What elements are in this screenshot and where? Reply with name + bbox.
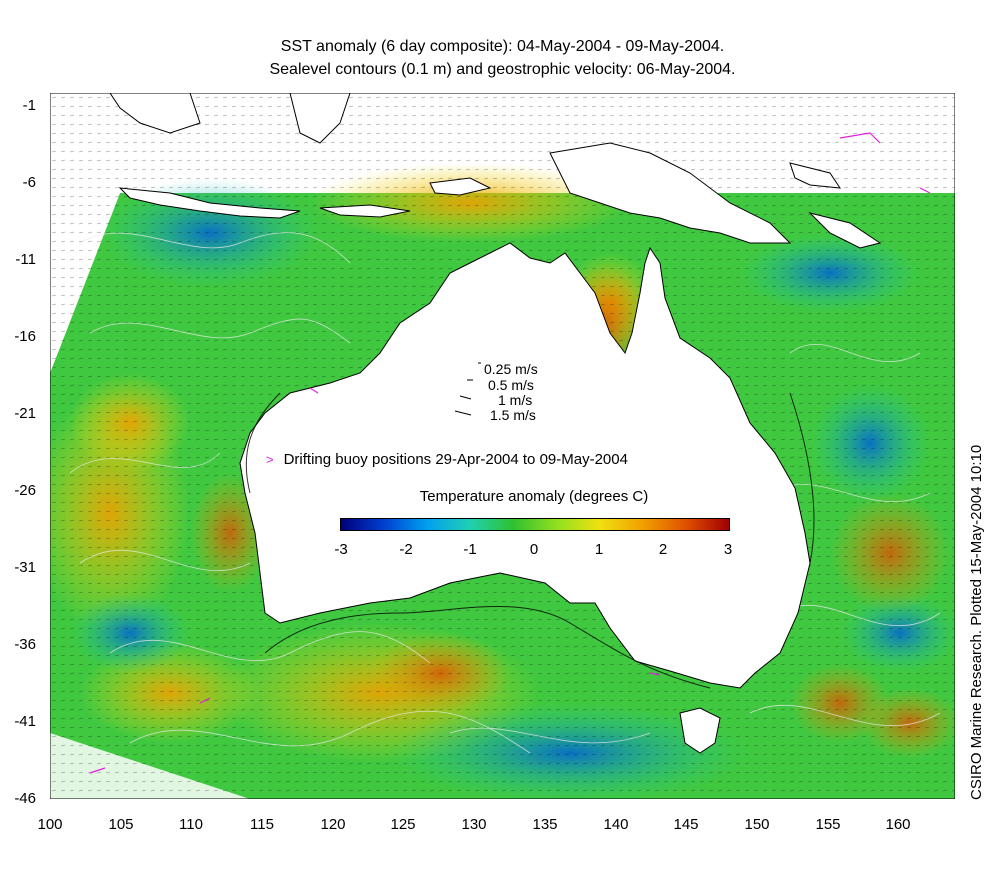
colorbar-tick-label: 0 [529,541,539,558]
colorbar-tick-label: 3 [723,541,733,558]
colorbar [340,518,730,531]
x-tick-label: 120 [320,816,346,833]
buoy-marker-icon: > [266,452,274,467]
sulawesi [289,93,351,144]
x-tick-label: 100 [37,816,63,833]
y-tick-label: -26 [14,482,36,499]
australia-mainland [239,242,811,689]
tasmania [679,707,721,754]
y-tick-label: -16 [14,328,36,345]
x-tick-label: 160 [885,816,911,833]
new-britain [789,162,842,189]
colorbar-title: Temperature anomaly (degrees C) [419,488,649,505]
colorbar-tick-label: -2 [399,541,413,558]
colorbar-tick-label: -3 [334,541,348,558]
sst-anomaly-map [50,93,955,799]
credit-text: CSIRO Marine Research. Plotted 15-May-20… [968,444,985,800]
y-tick-label: -1 [22,97,36,114]
x-tick-label: 110 [179,816,203,833]
x-tick-label: 145 [673,816,699,833]
y-tick-label: -36 [14,636,36,653]
timor [429,177,492,196]
x-tick-label: 135 [532,816,558,833]
buoy-legend: > Drifting buoy positions 29-Apr-2004 to … [266,451,628,468]
x-tick-label: 140 [603,816,629,833]
java [118,187,301,219]
buoy-tracks [89,132,931,774]
x-tick-label: 105 [108,816,134,833]
x-tick-label: 155 [815,816,841,833]
colorbar-tick-label: 1 [594,541,604,558]
velocity-legend-entry: 0.25 m/s [484,361,538,377]
colorbar-tick-label: -1 [463,541,477,558]
land [109,93,882,754]
buoy-legend-label: Drifting buoy positions 29-Apr-2004 to 0… [283,451,628,468]
x-tick-label: 130 [461,816,487,833]
velocity-legend-arrows [454,362,481,416]
lesser-sunda [319,204,411,218]
x-tick-label: 125 [390,816,416,833]
colorbar-tick-label: 2 [658,541,668,558]
sst-field [50,93,955,799]
y-tick-label: -21 [14,405,36,422]
title-line-2: Sealevel contours (0.1 m) and geostrophi… [269,61,736,78]
velocity-legend-entry: 1 m/s [498,392,533,408]
y-tick-label: -41 [14,713,36,730]
x-tick-label: 150 [744,816,770,833]
y-tick-label: -46 [14,790,36,807]
title-line-1: SST anomaly (6 day composite): 04-May-20… [280,38,725,55]
y-tick-label: -6 [22,174,36,191]
solomon [808,212,882,249]
velocity-legend-entry: 0.5 m/s [488,377,534,393]
y-tick-label: -11 [15,251,36,268]
x-tick-label: 115 [250,816,274,833]
y-tick-label: -31 [14,559,36,576]
borneo-sulawesi [109,93,201,134]
new-guinea [549,142,792,244]
velocity-legend-entry: 1.5 m/s [490,407,536,423]
